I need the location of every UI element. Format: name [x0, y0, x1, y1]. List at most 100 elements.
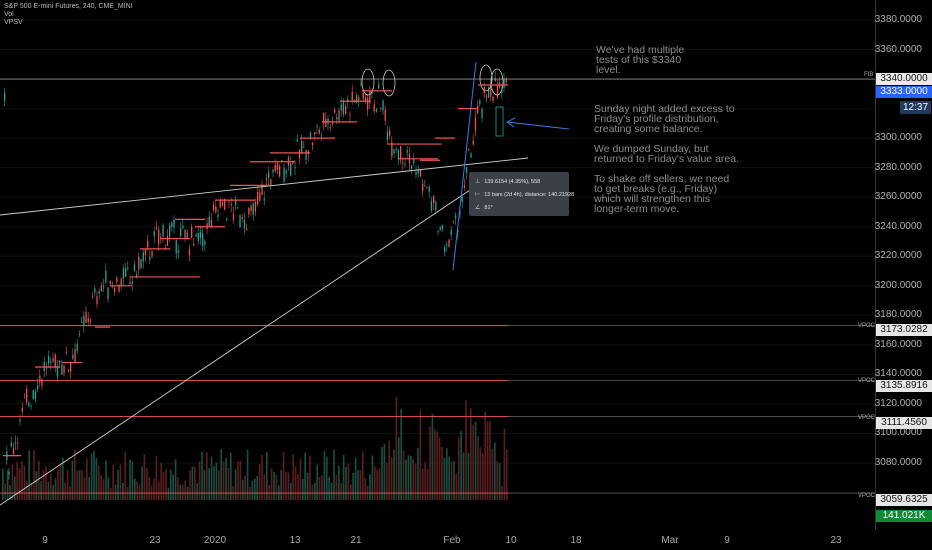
volume-bar	[227, 467, 230, 500]
volume-bar	[2, 468, 4, 500]
volume-bar	[88, 477, 90, 500]
candle-body	[67, 370, 70, 372]
candle-body	[474, 117, 477, 132]
volume-bar	[268, 484, 270, 500]
volume-bar	[107, 477, 110, 500]
candle-body	[10, 443, 12, 447]
candle-body	[204, 240, 206, 245]
angle-icon: ∠	[475, 204, 481, 211]
volume-bar	[258, 464, 261, 500]
volume-bar	[261, 454, 263, 500]
volume-bar	[280, 469, 282, 500]
candle-body	[103, 285, 105, 287]
volume-bar	[402, 450, 405, 500]
volume-bar	[381, 446, 383, 500]
candle-body	[92, 297, 94, 299]
candle-body	[138, 256, 140, 270]
volume-bar	[242, 479, 244, 500]
candle-body	[362, 92, 364, 99]
volume-bar	[453, 460, 455, 500]
y-tick-label: 3260.0000	[874, 191, 922, 203]
candle-body	[369, 91, 371, 104]
volume-bar	[143, 454, 146, 500]
volume-bar	[138, 484, 141, 500]
candle-body	[48, 356, 50, 364]
candle-body	[488, 87, 490, 98]
candle-body	[171, 222, 173, 228]
candle-body	[56, 365, 59, 377]
vol-indicator-label[interactable]: Vol	[4, 11, 14, 18]
vpoc-label-2: VPOC	[858, 378, 876, 384]
candle-body	[89, 320, 92, 322]
volume-bar	[9, 484, 11, 500]
candle-body	[492, 96, 494, 101]
bar-countdown: 12:37	[900, 101, 931, 114]
candle-body	[327, 118, 329, 124]
candle-body	[505, 78, 507, 83]
candle-body	[305, 149, 307, 161]
volume-bar	[321, 475, 323, 500]
symbol-title[interactable]: S&P 500 E-mini Futures, 240, CME_MINI	[4, 3, 133, 10]
candle-body	[450, 230, 452, 236]
annotation-note-analysis[interactable]: Sunday night added excess to Friday's pr…	[594, 103, 739, 215]
candle-body	[470, 153, 472, 158]
candle-body	[243, 219, 246, 229]
volume-bar	[230, 452, 232, 500]
candle-body	[252, 203, 254, 215]
volume-bar	[345, 466, 347, 500]
candle-body	[345, 106, 347, 114]
annotation-note-fib[interactable]: We've had multiple tests of this $3340 l…	[596, 44, 685, 76]
vpoc-price-tag-1: 3173.0282	[876, 324, 932, 336]
volume-bar	[251, 480, 254, 500]
highlight-box	[495, 106, 504, 137]
candle-body	[107, 287, 109, 299]
candle-body	[351, 91, 353, 101]
volume-bar	[302, 478, 304, 500]
volume-bar	[182, 484, 184, 500]
candle-body	[166, 235, 169, 246]
candle-body	[140, 259, 142, 268]
volume-bar	[467, 452, 470, 500]
y-tick-label: 3360.0000	[874, 43, 922, 55]
vpsv-indicator-label[interactable]: VPSV	[4, 19, 23, 26]
candle-body	[380, 107, 382, 109]
drawings[interactable]	[0, 61, 570, 506]
candle-body	[129, 282, 131, 285]
volume-bar	[342, 454, 345, 500]
volume-bar	[71, 460, 74, 500]
volume-bar	[486, 421, 489, 500]
volume-bar	[369, 474, 371, 500]
volume-bar	[323, 451, 326, 500]
candle-body	[45, 367, 48, 369]
volume-bar	[254, 478, 256, 500]
candle-body	[318, 129, 320, 134]
candle-body	[400, 146, 402, 159]
volume-bar	[225, 457, 227, 500]
candle-body	[144, 249, 147, 256]
volume-bar	[131, 461, 134, 500]
candle-body	[228, 200, 230, 202]
candle-body	[197, 232, 199, 241]
candle-body	[122, 268, 125, 279]
candle-body	[439, 227, 441, 231]
volume-bar	[484, 411, 486, 500]
candle-body	[437, 230, 439, 232]
candle-body	[221, 201, 224, 206]
volume-bar	[35, 471, 38, 500]
volume-bar	[489, 421, 491, 500]
candle-body	[153, 231, 155, 237]
candle-body	[320, 135, 323, 137]
candle-body	[395, 148, 397, 150]
measure-angle: 81°	[484, 204, 493, 211]
volume-bar	[309, 455, 311, 500]
volume-bar	[318, 476, 321, 500]
volume-bar	[141, 466, 143, 500]
volume-bar	[220, 449, 222, 500]
candle-body	[120, 278, 122, 287]
candle-body	[479, 100, 481, 105]
candle-body	[397, 150, 400, 160]
volume-bar	[95, 458, 98, 500]
candle-body	[340, 104, 342, 111]
candle-body	[501, 89, 503, 93]
